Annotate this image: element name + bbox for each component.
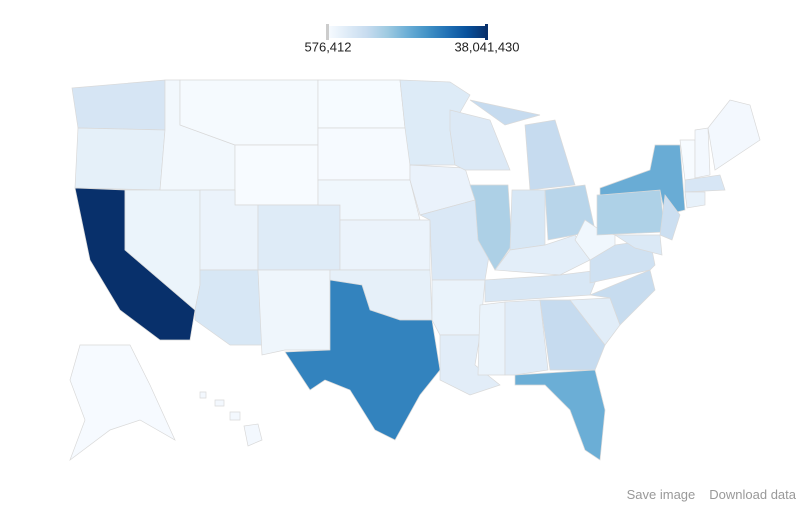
legend-handle: [485, 24, 488, 40]
state: [539, 299, 606, 371]
state: [199, 391, 207, 399]
state: [684, 191, 706, 209]
legend-max-label: 38,041,430: [454, 39, 519, 54]
state: [504, 299, 549, 376]
map: 576,412 38,041,430: [69, 24, 761, 461]
state: [469, 99, 541, 126]
state: [484, 269, 601, 303]
state: [317, 79, 406, 129]
state: [596, 189, 666, 236]
state: [284, 279, 441, 441]
legend-min-label: 576,412: [305, 39, 352, 54]
state: [613, 234, 663, 256]
state: [694, 127, 711, 179]
state: [659, 194, 681, 241]
save-image-button[interactable]: Save image: [626, 486, 696, 502]
state: [477, 301, 506, 376]
state: [524, 119, 576, 191]
state: [74, 127, 166, 191]
legend-bar: [328, 26, 487, 38]
state: [588, 269, 656, 326]
state: [194, 269, 263, 346]
state: [243, 423, 263, 447]
state: [514, 369, 606, 461]
state: [71, 79, 166, 131]
state: [339, 219, 431, 271]
state: [234, 144, 319, 206]
state: [707, 99, 761, 171]
state: [599, 144, 686, 216]
state: [509, 189, 546, 251]
state: [229, 411, 241, 421]
state: [257, 204, 341, 271]
state: [449, 109, 511, 171]
state: [69, 344, 176, 461]
state: [431, 279, 486, 336]
state: [257, 269, 331, 356]
state: [684, 174, 726, 193]
legend-handle: [326, 24, 329, 40]
state: [214, 399, 225, 407]
toolbar: Save image Download data: [627, 480, 800, 508]
download-data-button[interactable]: Download data: [709, 486, 796, 502]
state: [317, 127, 411, 181]
